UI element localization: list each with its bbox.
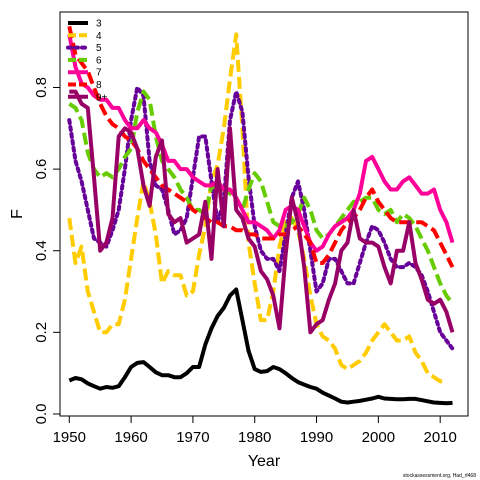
y-axis: 0.0 0.2 0.4 0.6 0.8 [33, 77, 61, 425]
legend-label: 7 [96, 68, 102, 79]
x-tick-label: 1990 [300, 429, 333, 446]
y-tick-label: 0.2 [33, 322, 50, 343]
x-tick-label: 1970 [176, 429, 209, 446]
y-axis-title: F [9, 209, 26, 219]
x-tick-label: 1980 [238, 429, 271, 446]
legend-label: 3 [96, 19, 102, 30]
y-tick-label: 0.0 [33, 404, 50, 425]
y-tick-label: 0.8 [33, 77, 50, 98]
y-tick-label: 0.4 [33, 240, 50, 261]
credit-text: stockassessment.org, Had_rf468 [403, 473, 476, 479]
series-line-9plus [69, 89, 455, 335]
legend-label: 8 [96, 80, 102, 91]
y-tick-label: 0.6 [33, 159, 50, 180]
x-tick-label: 2000 [362, 429, 395, 446]
series-line-5 [67, 85, 455, 351]
x-axis-title: Year [248, 453, 281, 470]
series-lines [67, 25, 455, 406]
legend-label: 6 [96, 55, 102, 66]
x-tick-label: 2010 [423, 429, 456, 446]
legend-label: 9+ [96, 92, 108, 103]
series-line-3 [68, 287, 453, 406]
x-axis: 1950 1960 1970 1980 1990 2000 2010 [53, 415, 457, 446]
legend-label: 4 [96, 31, 102, 42]
series-line-4 [67, 32, 447, 384]
legend-label: 5 [96, 43, 102, 54]
x-tick-label: 1960 [114, 429, 147, 446]
x-tick-label: 1950 [53, 429, 86, 446]
series-line-7 [67, 34, 455, 253]
